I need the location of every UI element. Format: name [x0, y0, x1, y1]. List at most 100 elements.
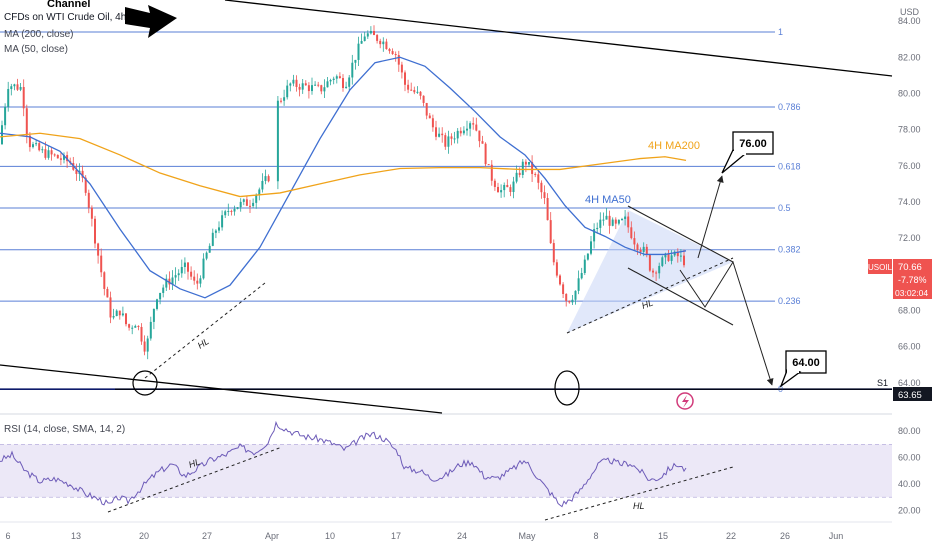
projection-up-arrow[interactable]	[697, 175, 724, 259]
candle-body	[484, 143, 487, 165]
rsi-hl-label-2: HL	[633, 501, 645, 511]
candle-body	[348, 77, 351, 87]
candle-body	[357, 43, 360, 60]
candle-body	[478, 130, 481, 142]
time-tick-label: 8	[593, 531, 598, 541]
candle-body	[565, 293, 568, 301]
candle-body	[10, 86, 13, 90]
candle-body	[354, 59, 357, 63]
rsi-tick-label: 80.00	[898, 426, 921, 436]
candle-body	[366, 33, 369, 37]
ma50-legend[interactable]: MA (50, close)	[4, 44, 68, 55]
target-76-callout[interactable]: 76.00	[721, 131, 774, 174]
candle-body	[593, 229, 596, 242]
candle-body	[47, 150, 50, 158]
candle-body	[394, 54, 397, 56]
hl-label-1: HL	[196, 336, 211, 351]
rsi-line[interactable]	[0, 420, 687, 508]
candle-body	[295, 79, 298, 87]
candle-body	[252, 202, 255, 207]
candle-body	[447, 136, 450, 147]
s1-tag[interactable]: S1 63.65	[877, 378, 932, 401]
candle-body	[63, 155, 65, 160]
candle-body	[156, 299, 158, 309]
candle-body	[655, 272, 658, 274]
candle-body	[149, 321, 152, 339]
candle-body	[524, 161, 527, 165]
fib-level-label: 0.382	[778, 245, 801, 255]
symbol-tag-bg	[868, 259, 892, 274]
price-tick-label: 72.00	[898, 233, 921, 243]
symbol-tag-text: USOIL	[868, 263, 893, 272]
candle-body	[152, 308, 155, 322]
fib-level-label: 0.5	[778, 203, 791, 213]
lightning-icon	[682, 395, 689, 408]
candle-body	[475, 124, 478, 131]
candle-body	[552, 243, 555, 263]
candle-body	[103, 272, 106, 289]
candle-body	[397, 55, 400, 65]
candle-body	[568, 300, 571, 303]
triangle-upper-line[interactable]	[627, 205, 734, 263]
triangle-support-dashed[interactable]	[566, 257, 734, 334]
candle-body	[624, 216, 627, 219]
candle-body	[280, 100, 282, 102]
candle-body	[416, 91, 419, 93]
candle-body	[441, 133, 444, 136]
candle-body	[472, 123, 475, 125]
candle-body	[230, 210, 233, 212]
hl-trendline-1[interactable]	[144, 282, 266, 379]
target-64-callout[interactable]: 64.00	[779, 350, 827, 388]
s1-value-text: 63.65	[898, 390, 922, 401]
candle-body	[543, 192, 546, 198]
triangle-lower-parallel[interactable]	[627, 267, 734, 326]
candle-body	[559, 275, 561, 285]
time-tick-label: 13	[71, 531, 81, 541]
candle-body	[428, 115, 431, 119]
drawing-title-channel: Channel	[47, 0, 90, 10]
rsi-hl-trendline-2[interactable]	[544, 466, 734, 521]
ma50-line[interactable]	[0, 56, 687, 299]
symbol-title[interactable]: CFDs on WTI Crude Oil, 4h, TVC	[4, 12, 152, 23]
candle-body	[121, 313, 124, 316]
ma200-legend[interactable]: MA (200, close)	[4, 29, 73, 40]
candle-body	[385, 41, 388, 50]
candle-body	[304, 83, 307, 86]
candle-body	[512, 181, 515, 193]
time-tick-label: 10	[325, 531, 335, 541]
candle-body	[301, 83, 304, 90]
candle-body	[329, 80, 332, 82]
s1-label: S1	[877, 378, 888, 388]
channel-lower-line[interactable]	[0, 364, 443, 414]
candle-body	[35, 143, 38, 145]
channel-upper-line[interactable]	[224, 0, 893, 77]
candle-body	[193, 276, 196, 281]
candle-body	[180, 267, 183, 274]
usoil-price-tag[interactable]: USOIL 70.66 -7.78% 03:02:04	[868, 259, 932, 299]
candle-body	[382, 41, 385, 45]
low-circle-2	[554, 370, 580, 406]
currency-label: USD	[900, 7, 920, 17]
candle-body	[469, 123, 472, 129]
candle-body	[487, 164, 490, 166]
candle-body	[611, 219, 614, 226]
rsi-tick-label: 20.00	[898, 505, 921, 515]
candle-body	[515, 172, 518, 182]
time-tick-label: May	[518, 531, 536, 541]
candle-body	[75, 169, 78, 174]
candle-body	[199, 278, 202, 284]
ma200-line[interactable]	[0, 132, 687, 198]
projection-down-arrow[interactable]	[679, 260, 774, 386]
rsi-legend[interactable]: RSI (14, close, SMA, 14, 2)	[4, 424, 125, 435]
candle-body	[183, 262, 186, 268]
rsi-hl-trendline-1[interactable]	[107, 446, 283, 513]
time-tick-label: 27	[202, 531, 212, 541]
event-marker[interactable]	[676, 392, 694, 410]
candle-body	[670, 255, 673, 261]
candle-body	[379, 40, 382, 45]
candle-body	[41, 149, 44, 151]
candle-body	[605, 215, 608, 220]
candle-body	[109, 297, 112, 318]
candle-body	[81, 170, 84, 178]
candle-body	[174, 275, 177, 278]
